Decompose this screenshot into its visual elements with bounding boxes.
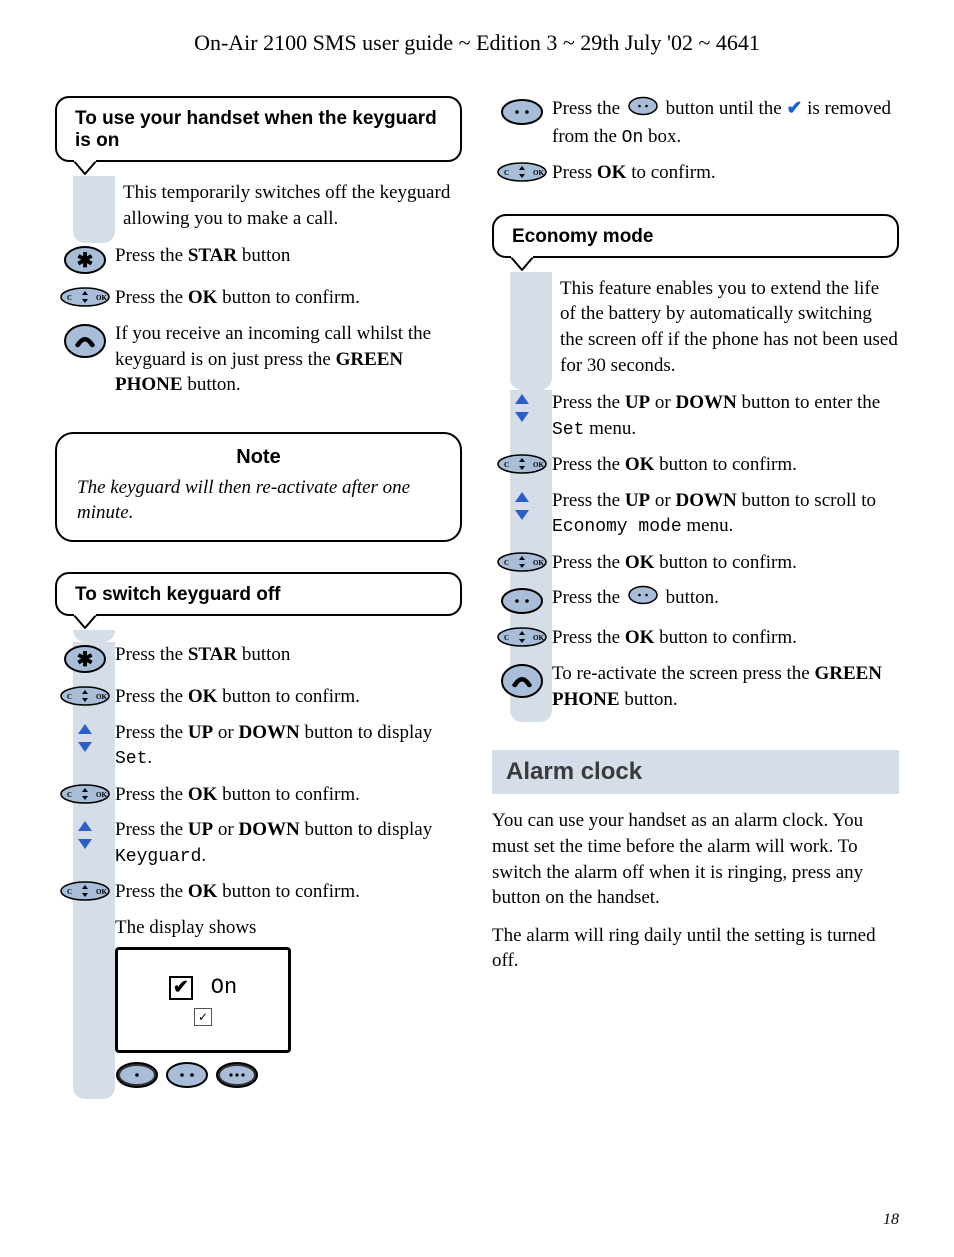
checkmark-icon: ✔	[786, 98, 802, 119]
dots2-icon	[165, 1061, 209, 1089]
dots2-icon	[492, 96, 552, 126]
lcd-checkbox-icon: ✔	[169, 976, 193, 1000]
box-keyguard-use-body: This temporarily switches off the keygua…	[55, 162, 462, 243]
box-economy-title: Economy mode	[492, 214, 899, 258]
step-updown-set-2: Press the UP or DOWN button to enter the…	[492, 390, 899, 442]
step-ok-4: Press the OK button to confirm.	[55, 879, 462, 905]
ok-button-icon	[55, 782, 115, 804]
note-box: Note The keyguard will then re-activate …	[55, 432, 462, 542]
step-ok-5: Press the OK button to confirm.	[492, 452, 899, 478]
updown-icon	[492, 488, 552, 522]
ok-button-icon	[492, 452, 552, 474]
dot3-icon	[215, 1061, 259, 1089]
intro-text: This temporarily switches off the keygua…	[123, 180, 462, 231]
columns: To use your handset when the keyguard is…	[55, 96, 899, 1099]
ok-button-icon	[492, 160, 552, 182]
ok-button-icon	[55, 684, 115, 706]
right-column: Press the button until the ✔ is removed …	[492, 96, 899, 1099]
page: On-Air 2100 SMS user guide ~ Edition 3 ~…	[0, 0, 954, 1257]
ok-button-icon	[55, 285, 115, 307]
step-ok-7: Press the OK button to confirm.	[492, 625, 899, 651]
phone-icon	[55, 321, 115, 359]
step-ok: Press the OK button to confirm.	[55, 285, 462, 311]
step-star: Press the STAR button	[55, 243, 462, 275]
box-keyguard-off-title: To switch keyguard off	[55, 572, 462, 616]
step-green-phone: If you receive an incoming call whilst t…	[55, 321, 462, 398]
updown-icon	[492, 390, 552, 424]
dot1-icon	[115, 1061, 159, 1089]
dots2-inline-icon	[627, 96, 659, 124]
ok-button-icon	[492, 625, 552, 647]
soft-button-row	[115, 1061, 462, 1089]
note-body: The keyguard will then re-activate after…	[77, 475, 440, 526]
alarm-p2: The alarm will ring daily until the sett…	[492, 923, 899, 974]
step-updown-keyguard: Press the UP or DOWN button to display K…	[55, 817, 462, 869]
phone-icon	[492, 661, 552, 699]
dots2-inline-icon	[627, 585, 659, 613]
page-header: On-Air 2100 SMS user guide ~ Edition 3 ~…	[55, 30, 899, 56]
step-updown-economy: Press the UP or DOWN button to scroll to…	[492, 488, 899, 540]
star-icon	[55, 243, 115, 275]
display-shows-text: The display shows	[115, 915, 462, 941]
dots2-icon	[492, 585, 552, 615]
step-updown-set: Press the UP or DOWN button to display S…	[55, 720, 462, 772]
lcd-text: On	[211, 973, 237, 1003]
ok-button-icon	[492, 550, 552, 572]
box-keyguard-use-title: To use your handset when the keyguard is…	[55, 96, 462, 162]
note-title: Note	[77, 446, 440, 469]
step-green-phone-2: To re-activate the screen press the GREE…	[492, 661, 899, 712]
section-alarm-clock: Alarm clock	[492, 750, 899, 794]
updown-icon	[55, 720, 115, 754]
economy-intro: This feature enables you to extend the l…	[560, 276, 899, 379]
step-ok-2: Press the OK button to confirm.	[55, 684, 462, 710]
alarm-p1: You can use your handset as an alarm clo…	[492, 808, 899, 911]
step-dots-remove: Press the button until the ✔ is removed …	[492, 96, 899, 150]
step-display-shows: The display shows ✔ On ✓	[55, 915, 462, 1089]
page-number: 18	[883, 1211, 899, 1229]
step-star-2: Press the STAR button	[55, 642, 462, 674]
left-column: To use your handset when the keyguard is…	[55, 96, 462, 1099]
ok-button-icon	[55, 879, 115, 901]
updown-icon	[55, 817, 115, 851]
star-icon	[55, 642, 115, 674]
lcd-small-check-icon: ✓	[194, 1008, 212, 1026]
step-ok-confirm: Press OK to confirm.	[492, 160, 899, 186]
step-dots-press: Press the button.	[492, 585, 899, 615]
box-economy-body: This feature enables you to extend the l…	[492, 258, 899, 391]
step-ok-3: Press the OK button to confirm.	[55, 782, 462, 808]
step-ok-6: Press the OK button to confirm.	[492, 550, 899, 576]
lcd-display: ✔ On ✓	[115, 947, 291, 1053]
box-keyguard-off-tail	[55, 616, 462, 642]
